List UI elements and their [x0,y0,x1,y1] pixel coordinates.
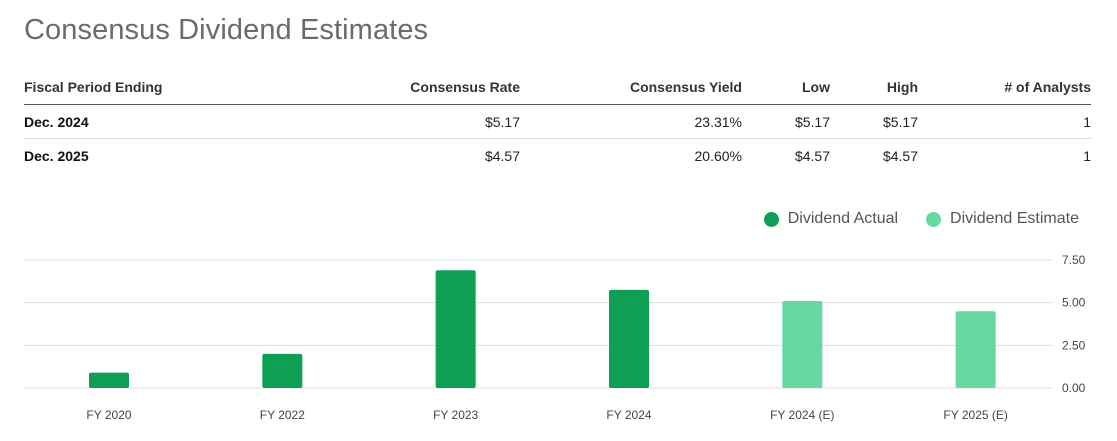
bar-fy-2024-e[interactable] [782,300,823,388]
column-header-yield[interactable]: Consensus Yield [520,70,742,105]
cell-high: $5.17 [830,104,918,139]
x-tick-label: FY 2023 [433,408,478,422]
page-title: Consensus Dividend Estimates [24,14,429,46]
table-row: Dec. 2025 $4.57 20.60% $4.57 $4.57 1 [24,139,1091,173]
legend-item-actual[interactable]: Dividend Actual [763,210,899,228]
dividend-bar-chart: 0.00 2.50 5.00 7.50 FY 2020 FY 2022 FY 2023 FY … [24,253,1086,422]
cell-rate: $5.17 [224,104,520,139]
bar-fy-2022[interactable] [262,353,303,388]
y-tick-label: 0.00 [1062,381,1086,395]
x-tick-label: FY 2024 [606,408,651,422]
dividend-estimates-table: Fiscal Period Ending Consensus Rate Cons… [24,70,1091,172]
x-tick-label: FY 2025 (E) [943,408,1007,422]
chart-legend: Dividend Actual Dividend Estimate [736,210,1079,228]
bar-fy-2024[interactable] [609,289,649,388]
column-header-analysts[interactable]: # of Analysts [918,70,1091,105]
cell-yield: 23.31% [520,104,742,139]
cell-high: $4.57 [882,147,918,164]
column-header-rate[interactable]: Consensus Rate [224,70,520,105]
bar-fy-2025-e[interactable] [955,311,996,388]
legend-dot-estimate-icon [926,211,942,227]
cell-period: Dec. 2025 [24,147,89,164]
cell-rate: $4.57 [484,147,520,164]
cell-low: $4.57 [794,147,830,164]
x-tick-label: FY 2024 (E) [770,408,834,422]
column-header-low[interactable]: Low [742,70,830,105]
x-tick-label: FY 2022 [260,408,305,422]
y-tick-label: 2.50 [1062,338,1086,352]
legend-item-estimate[interactable]: Dividend Estimate [926,210,1079,228]
cell-period: Dec. 2024 [24,104,224,139]
column-header-high[interactable]: High [830,70,918,105]
column-header-period[interactable]: Fiscal Period Ending [24,70,224,105]
bar-fy-2023[interactable] [435,270,476,388]
legend-label-estimate: Dividend Estimate [950,210,1079,227]
legend-label-actual: Dividend Actual [787,210,899,227]
legend-dot-actual-icon [763,211,779,227]
cell-low: $5.17 [742,104,830,139]
bar-fy-2020[interactable] [89,372,129,388]
cell-yield: 20.60% [694,147,742,164]
table-header-row: Fiscal Period Ending Consensus Rate Cons… [24,70,1091,105]
x-tick-label: FY 2020 [86,408,131,422]
y-tick-label: 5.00 [1062,296,1086,310]
y-tick-label: 7.50 [1062,253,1086,267]
cell-analysts: 1 [1083,147,1091,164]
table-row: Dec. 2024 $5.17 23.31% $5.17 $5.17 1 [24,104,1091,139]
cell-analysts: 1 [918,104,1091,139]
